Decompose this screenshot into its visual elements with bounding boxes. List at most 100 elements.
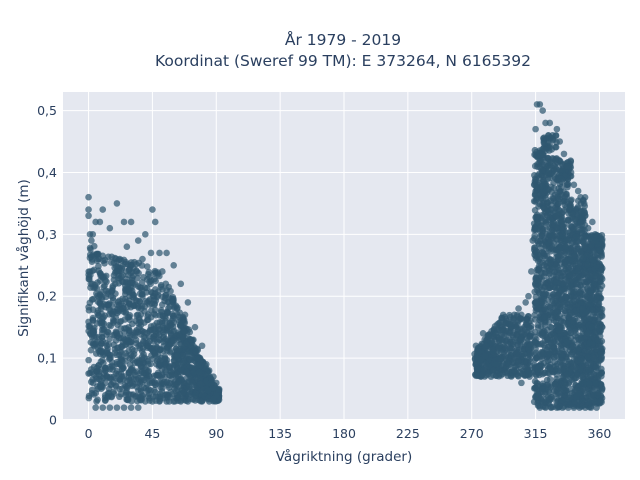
data-point	[158, 388, 166, 395]
data-point	[163, 249, 170, 257]
data-point	[186, 378, 193, 386]
data-point	[552, 143, 560, 151]
data-point	[553, 371, 561, 378]
data-point	[130, 351, 138, 358]
data-point	[541, 305, 548, 312]
data-point	[560, 314, 567, 322]
y-axis-ticks: 0 0,1 0,2 0,3 0,4 0,5	[37, 103, 57, 427]
data-point	[157, 306, 165, 314]
data-point	[181, 311, 189, 319]
data-point	[553, 212, 560, 219]
data-point	[563, 355, 570, 363]
data-point	[119, 365, 126, 372]
x-tick-label: 135	[268, 426, 292, 441]
data-point	[143, 284, 151, 292]
data-point	[496, 319, 504, 326]
data-point	[564, 404, 572, 411]
data-point	[212, 379, 220, 387]
data-point	[101, 312, 109, 319]
data-point	[149, 398, 156, 405]
data-point	[151, 218, 159, 226]
data-point	[90, 295, 97, 303]
data-point	[514, 341, 521, 348]
data-point	[503, 317, 511, 325]
data-point	[499, 326, 507, 334]
data-point	[596, 314, 604, 321]
data-point	[591, 272, 599, 279]
data-point	[180, 328, 188, 335]
data-point	[560, 366, 567, 373]
data-point	[530, 181, 538, 189]
data-point	[134, 237, 142, 244]
data-point	[575, 321, 583, 329]
data-point	[560, 150, 568, 158]
data-point	[142, 231, 149, 238]
data-point	[559, 404, 566, 411]
data-point	[581, 295, 589, 302]
data-point	[566, 323, 574, 331]
data-point	[590, 354, 598, 362]
data-point	[539, 151, 546, 158]
y-tick-label: 0,5	[37, 103, 57, 118]
data-point	[555, 327, 563, 334]
data-point	[571, 399, 578, 406]
data-point	[149, 206, 156, 213]
data-point	[521, 316, 529, 324]
data-point	[472, 342, 480, 350]
data-point	[518, 311, 525, 319]
data-point	[515, 358, 522, 365]
data-point	[88, 253, 95, 260]
data-point	[162, 280, 170, 288]
data-point	[558, 210, 565, 217]
data-point	[539, 107, 546, 114]
data-point	[107, 259, 115, 266]
data-point	[184, 299, 192, 306]
data-point	[93, 290, 100, 297]
data-point	[180, 388, 187, 396]
data-point	[102, 367, 109, 374]
data-point	[170, 337, 177, 345]
data-point	[179, 352, 186, 359]
data-point	[598, 235, 606, 243]
data-point	[553, 125, 561, 133]
data-point	[598, 345, 606, 352]
data-point	[549, 132, 556, 139]
data-point	[566, 272, 573, 280]
data-point	[595, 370, 603, 378]
data-point	[546, 365, 554, 373]
y-tick-label: 0,2	[37, 289, 57, 304]
data-point	[174, 352, 181, 360]
data-point	[136, 360, 143, 367]
data-point	[558, 273, 565, 281]
data-point	[482, 361, 490, 368]
data-point	[540, 395, 548, 403]
data-point	[548, 393, 556, 401]
data-point	[475, 348, 483, 356]
data-point	[123, 243, 131, 251]
chart-subtitle: Koordinat (Sweref 99 TM): E 373264, N 61…	[155, 52, 531, 70]
data-point	[100, 283, 107, 291]
data-point	[588, 295, 596, 303]
data-point	[540, 145, 548, 152]
data-point	[572, 364, 580, 371]
data-point	[539, 299, 546, 306]
data-point	[585, 380, 593, 388]
data-point	[166, 322, 173, 330]
data-point	[107, 322, 115, 330]
data-point	[108, 381, 115, 388]
data-point	[573, 280, 581, 288]
data-point	[587, 360, 594, 367]
data-point	[523, 366, 531, 374]
data-point	[592, 363, 599, 371]
data-point	[110, 363, 117, 371]
data-point	[520, 350, 528, 358]
data-point	[547, 277, 554, 285]
data-point	[559, 280, 567, 287]
data-point	[204, 387, 212, 394]
data-point	[496, 336, 504, 343]
data-point	[195, 368, 203, 376]
data-point	[579, 325, 587, 333]
data-point	[97, 272, 104, 279]
y-tick-label: 0	[49, 413, 57, 428]
